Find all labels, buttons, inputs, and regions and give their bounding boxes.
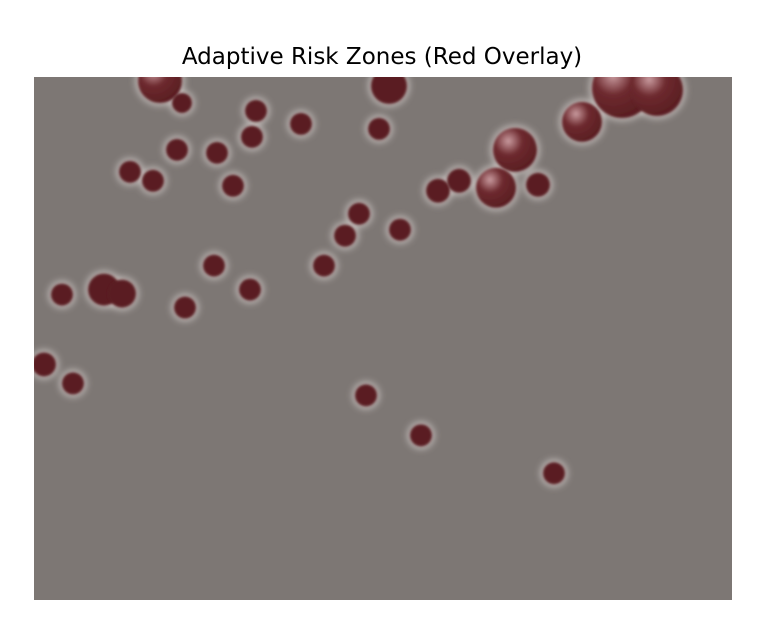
risk-zone [543,462,565,485]
risk-zone [389,218,411,241]
risk-zone [245,99,267,122]
risk-zone [313,254,335,277]
risk-zone [206,141,228,164]
risk-zone [476,167,516,208]
risk-zone [138,77,182,103]
risk-zone [34,352,56,377]
risk-zone [108,279,136,308]
risk-zone [172,92,192,113]
risk-zone [348,202,370,225]
risk-zone [174,296,196,319]
risk-zone [222,174,244,197]
risk-zone [119,160,141,183]
risk-zone [334,224,356,247]
risk-zone [166,138,188,161]
risk-zone [241,125,263,148]
zone-layer [34,77,683,485]
risk-zone [371,77,407,104]
risk-zone [526,172,550,197]
risk-zone [368,117,390,140]
risk-zone [631,77,683,116]
risk-zone [51,283,73,306]
risk-zone [142,169,164,192]
risk-zone [447,168,471,193]
risk-zone [426,178,450,203]
plot-area [34,77,732,600]
chart-title: Adaptive Risk Zones (Red Overlay) [182,44,582,70]
risk-zone [562,101,602,142]
risk-zone [355,384,377,407]
risk-zone [290,112,312,135]
risk-zone [203,254,225,277]
risk-zone [239,278,261,301]
risk-zone [410,424,432,447]
risk-zone [62,372,84,395]
risk-zone [493,127,537,172]
